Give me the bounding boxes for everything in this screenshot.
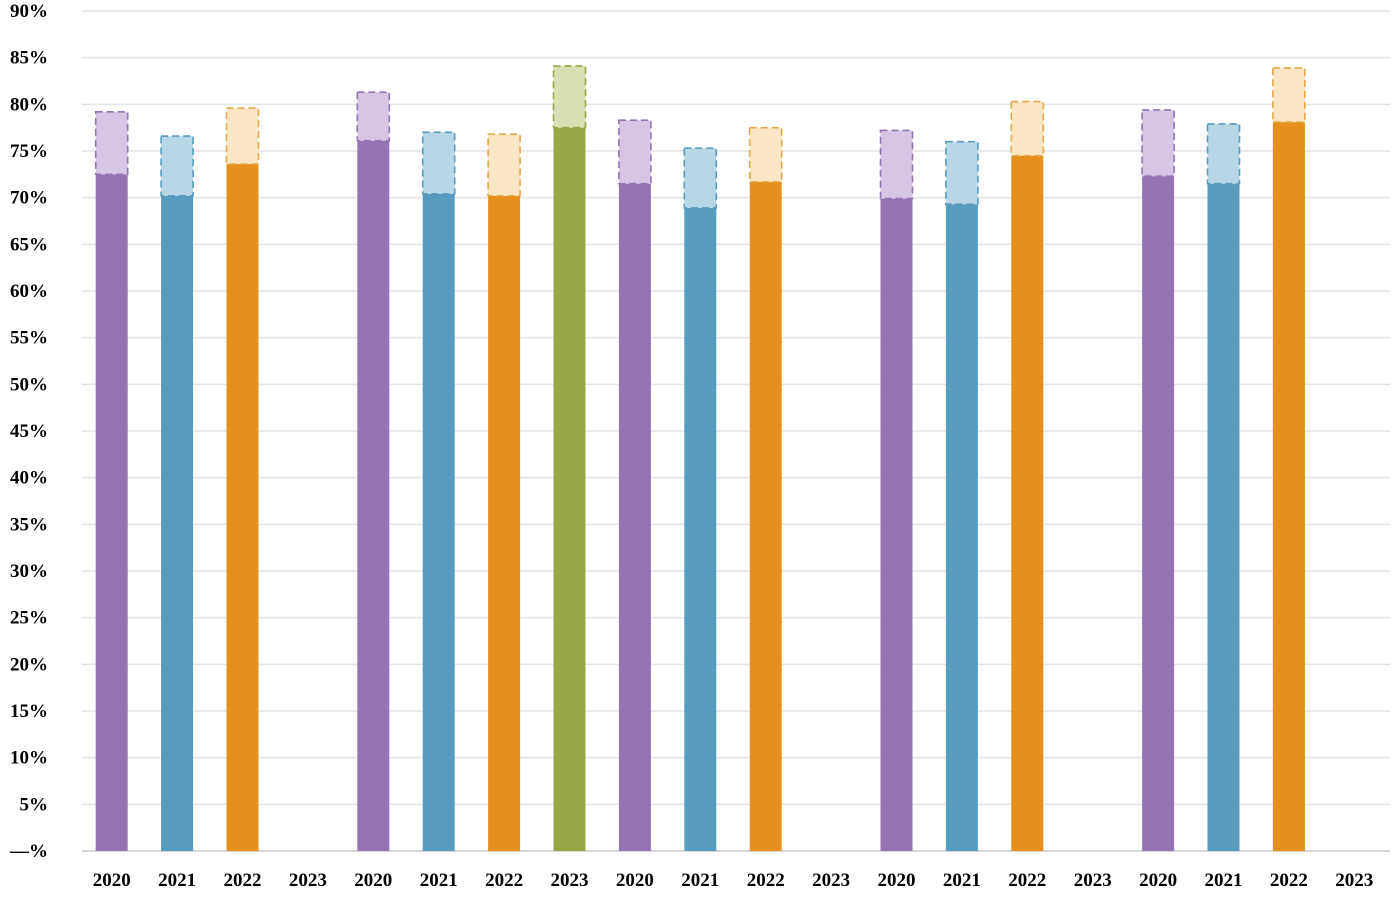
y-tick-label: 40%	[10, 468, 48, 489]
bar-2020	[357, 140, 390, 851]
bar-range-2021	[945, 140, 979, 206]
bar-range-2020	[618, 119, 652, 185]
y-tick-label: 70%	[10, 188, 48, 209]
y-axis-tick-labels: —% 5% 10% 15% 20% 25% 30% 35% 40% 45% 50% 55% 60% 65%…	[9, 1, 48, 862]
y-tick-label: 35%	[10, 514, 48, 535]
bar-range-2021	[160, 135, 194, 197]
x-category-label: 2021	[943, 870, 981, 891]
bar-range-2022	[748, 126, 783, 183]
y-tick-label: 75%	[10, 141, 48, 162]
bar-2022	[488, 195, 521, 852]
bar-2021	[1207, 183, 1240, 851]
bar-range-2020	[356, 91, 391, 142]
bar-range-2022	[1010, 100, 1045, 157]
x-category-label: 2020	[878, 870, 916, 891]
bar-2020	[95, 174, 128, 852]
x-category-label: 2020	[93, 870, 131, 891]
bar-range-2020	[879, 129, 914, 200]
bar-range-2021	[421, 131, 456, 195]
y-tick-label: 80%	[10, 94, 48, 115]
bar-2021	[422, 193, 455, 851]
bar-range-2022	[487, 133, 521, 197]
x-category-label: 2020	[1139, 870, 1177, 891]
x-category-label: 2020	[616, 870, 654, 891]
bar-2023	[553, 127, 586, 851]
x-category-label: 2022	[747, 870, 785, 891]
y-tick-label: 90%	[10, 1, 48, 22]
bar-2022	[749, 181, 782, 852]
bar-range-2023	[552, 65, 587, 129]
bar-range-2020	[1141, 109, 1175, 178]
bar-range-2021	[1206, 123, 1241, 185]
bar-series	[94, 65, 1306, 852]
y-tick-label: 15%	[10, 701, 48, 722]
bar-2021	[945, 204, 978, 851]
y-tick-label: 60%	[10, 281, 48, 302]
bar-2022	[226, 164, 259, 852]
x-category-label: 2022	[485, 870, 523, 891]
y-tick-label: —%	[9, 841, 48, 862]
x-category-label: 2023	[289, 870, 327, 891]
y-tick-label: 55%	[10, 328, 48, 349]
x-category-label: 2023	[812, 870, 850, 891]
bar-range-2020	[94, 111, 129, 176]
x-category-label: 2021	[1205, 870, 1243, 891]
y-tick-label: 50%	[10, 374, 48, 395]
x-category-label: 2020	[354, 870, 392, 891]
bar-range-2022	[225, 107, 260, 165]
bar-2022	[1011, 155, 1044, 851]
x-category-label: 2021	[158, 870, 196, 891]
y-tick-label: 20%	[10, 654, 48, 675]
x-category-label: 2021	[681, 870, 719, 891]
x-category-label: 2023	[551, 870, 589, 891]
bar-2020	[880, 198, 913, 852]
x-category-label: 2021	[420, 870, 458, 891]
x-category-label: 2023	[1335, 870, 1373, 891]
bar-range-2021	[683, 147, 718, 209]
y-tick-label: 65%	[10, 234, 48, 255]
y-tick-label: 10%	[10, 748, 48, 769]
x-category-label: 2022	[1270, 870, 1308, 891]
bar-2022	[1272, 122, 1305, 852]
gridlines	[82, 10, 1390, 852]
y-tick-label: 5%	[20, 794, 49, 815]
bar-2021	[161, 195, 194, 852]
bar-2020	[1142, 176, 1175, 851]
x-category-label: 2023	[1074, 870, 1112, 891]
x-category-label: 2022	[224, 870, 262, 891]
y-tick-label: 30%	[10, 561, 48, 582]
x-axis-category-labels: 2020 2021 2022 2023 2020 2021 2022 2023 2020 2021…	[93, 870, 1374, 891]
bar-2020	[618, 183, 651, 851]
y-tick-label: 85%	[10, 48, 48, 69]
x-category-label: 2022	[1008, 870, 1046, 891]
y-tick-label: 45%	[10, 421, 48, 442]
y-tick-label: 25%	[10, 608, 48, 629]
bar-range-2022	[1272, 67, 1306, 123]
bar-2021	[684, 207, 717, 851]
